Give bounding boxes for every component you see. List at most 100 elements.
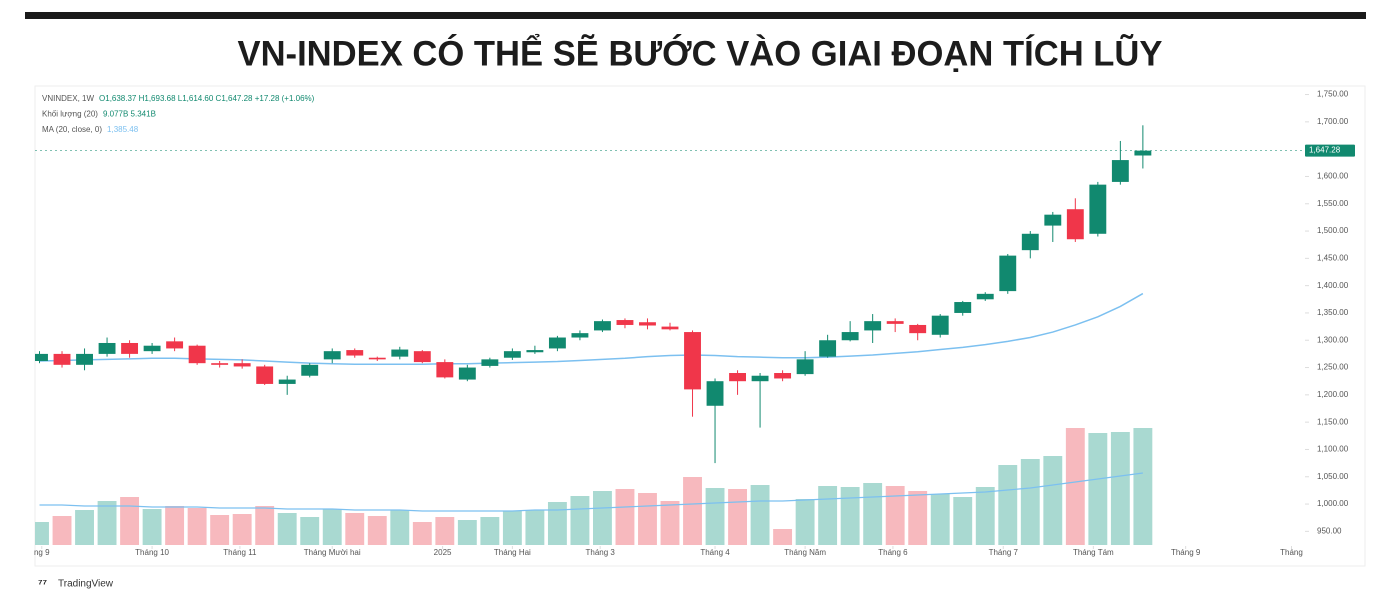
- x-tick-label: Tháng 10: [135, 548, 169, 557]
- legend-entry: MA (20, close, 0) 1,385.48: [42, 125, 139, 134]
- volume-bar: [547, 502, 567, 545]
- candle-body: [346, 350, 364, 356]
- last-price-box: [1305, 144, 1355, 157]
- volume-bar: [412, 522, 432, 545]
- volume-bar: [908, 491, 928, 545]
- y-tick-label: 1,500.00: [1317, 226, 1349, 235]
- y-tick-label: 1,150.00: [1317, 417, 1349, 426]
- y-tick-label: 1,000.00: [1317, 499, 1349, 508]
- candle-body: [954, 302, 972, 313]
- volume-bar: [1133, 428, 1153, 545]
- volume-bar: [615, 489, 635, 545]
- volume-bar: [953, 497, 973, 545]
- volume-bar: [705, 488, 725, 545]
- volume-bar: [795, 499, 815, 545]
- candle-body: [503, 351, 521, 358]
- candle-body: [391, 349, 409, 357]
- volume-bar: [750, 485, 770, 545]
- candle-body: [76, 353, 93, 365]
- volume-bar: [998, 465, 1018, 545]
- candle-body: [931, 315, 949, 335]
- legend-name: MA (20, close, 0): [42, 125, 102, 134]
- x-tick-label: Tháng 3: [586, 548, 616, 557]
- candle-body: [211, 363, 229, 365]
- volume-bar: [277, 513, 297, 545]
- x-tick-label: Tháng 9: [1171, 548, 1201, 557]
- brand-logo: ⁷⁷: [38, 578, 48, 590]
- volume-bar: [142, 509, 162, 545]
- candle-body: [684, 332, 701, 390]
- candle-body: [121, 342, 139, 354]
- legend-entry: VNINDEX, 1W O1,638.37 H1,693.68 L1,614.60…: [42, 94, 315, 103]
- volume-bar: [840, 487, 860, 545]
- ma-line: [39, 292, 1144, 366]
- candle-body: [548, 337, 566, 349]
- volume-bar: [818, 486, 838, 545]
- y-tick-label: 1,450.00: [1317, 253, 1349, 262]
- volume-bar: [1088, 433, 1108, 545]
- candle-body: [188, 345, 206, 364]
- volume-bar: [863, 483, 883, 545]
- volume-bar: [435, 517, 455, 545]
- candle-body: [301, 364, 319, 376]
- candle-body: [368, 357, 386, 360]
- candle-body: [706, 381, 724, 406]
- y-tick-label: 1,100.00: [1317, 445, 1349, 454]
- candle-body: [886, 321, 904, 324]
- volume-bar: [1065, 428, 1085, 545]
- x-tick-label: Tháng Năm: [784, 548, 826, 557]
- candle-body: [1089, 184, 1107, 234]
- x-tick-label: Tháng Tám: [1073, 548, 1114, 557]
- y-tick-label: 1,250.00: [1317, 363, 1349, 372]
- volume-bar: [975, 487, 995, 545]
- candle-body: [1111, 160, 1129, 182]
- volume-bar: [97, 501, 117, 545]
- volume-bar: [345, 513, 365, 545]
- x-tick-label: Tháng: [1280, 548, 1303, 557]
- x-tick-label: Tháng 6: [878, 548, 908, 557]
- y-tick-label: 1,300.00: [1317, 335, 1349, 344]
- volume-bar: [502, 511, 522, 545]
- volume-bar: [367, 516, 387, 545]
- volume-bar: [773, 529, 793, 545]
- volume-bar: [120, 497, 140, 545]
- volume-bar: [35, 522, 49, 545]
- x-tick-label: Tháng 4: [700, 548, 730, 557]
- volume-bar: [187, 508, 207, 545]
- x-tick-label: ng 9: [34, 548, 50, 557]
- y-tick-label: 1,200.00: [1317, 390, 1349, 399]
- candle-body: [143, 345, 161, 352]
- volume-bar: [728, 489, 747, 545]
- candle-body: [256, 366, 274, 384]
- candle-body: [436, 362, 454, 378]
- volume-bar: [165, 506, 185, 545]
- volume-bar: [1043, 456, 1063, 545]
- candle-body: [1066, 209, 1084, 240]
- candle-body: [323, 351, 341, 360]
- candle-body: [729, 373, 746, 382]
- candle-body: [1044, 214, 1062, 226]
- candle-body: [616, 320, 634, 325]
- volume-ma-line: [39, 472, 1143, 512]
- volume-bar: [525, 510, 545, 545]
- last-price-label: 1,647.28: [1309, 146, 1341, 155]
- volume-bar: [210, 515, 230, 545]
- candle-body: [98, 342, 116, 354]
- candle-body: [819, 340, 837, 357]
- volume-bar: [390, 510, 410, 545]
- volume-bar: [683, 477, 702, 545]
- legend-name: VNINDEX, 1W: [42, 94, 94, 103]
- chart-title: VN-INDEX CÓ THỂ SẼ BƯỚC VÀO GIAI ĐOẠN TÍ…: [238, 33, 1163, 73]
- candle-body: [526, 350, 544, 353]
- x-tick-label: Tháng Hai: [494, 548, 531, 557]
- volume-bar: [457, 520, 477, 545]
- candle-body: [166, 341, 184, 349]
- y-tick-label: 950.00: [1317, 526, 1342, 535]
- candle-body: [864, 321, 882, 331]
- volume-bar: [300, 517, 320, 545]
- candle-body: [571, 333, 589, 338]
- candle-body: [481, 359, 499, 366]
- candle-body: [999, 255, 1017, 292]
- candle-body: [774, 373, 792, 379]
